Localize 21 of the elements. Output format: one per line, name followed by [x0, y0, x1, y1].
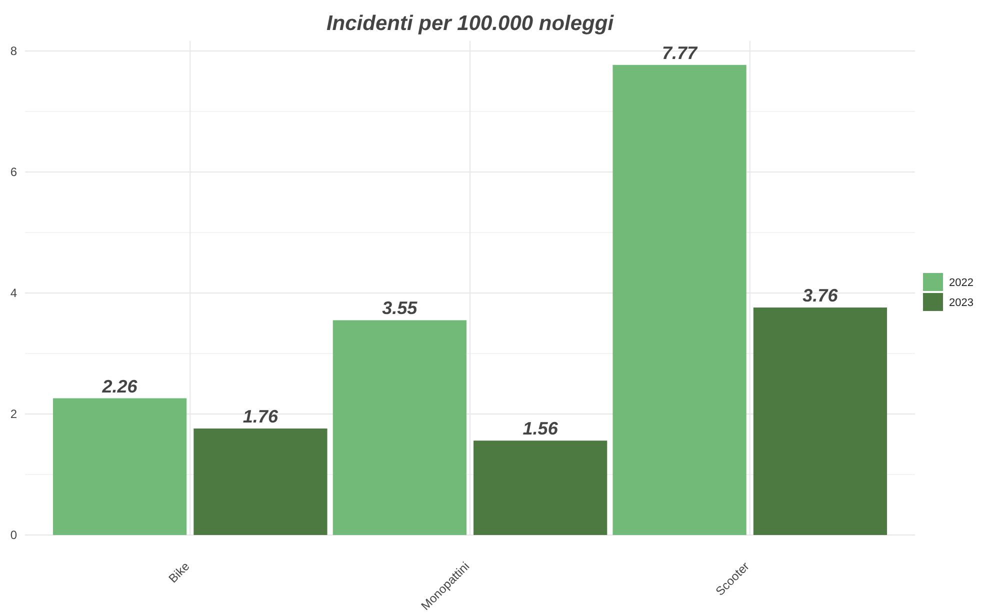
- chart-title: Incidenti per 100.000 noleggi: [326, 12, 615, 35]
- bar: [612, 64, 746, 535]
- y-tick-label: 4: [10, 286, 18, 300]
- bar: [52, 398, 187, 535]
- y-tick-label: 8: [10, 44, 18, 58]
- y-tick-label: 6: [10, 165, 18, 180]
- data-label: 1.56: [522, 418, 559, 439]
- y-tick-label: 2: [10, 407, 18, 422]
- data-label: 1.76: [242, 406, 279, 427]
- x-tick-label: Bike: [166, 558, 192, 586]
- legend-label: 2023: [949, 296, 974, 309]
- bar: [332, 320, 466, 535]
- y-tick-label: 0: [10, 528, 18, 542]
- data-label: 7.77: [662, 42, 698, 63]
- data-label: 3.55: [382, 298, 418, 318]
- data-label: 2.26: [101, 376, 138, 396]
- bar: [474, 440, 608, 535]
- data-label: 3.76: [802, 286, 839, 306]
- bar: [753, 308, 888, 535]
- legend-label: 2022: [949, 276, 974, 289]
- bar: [194, 428, 328, 535]
